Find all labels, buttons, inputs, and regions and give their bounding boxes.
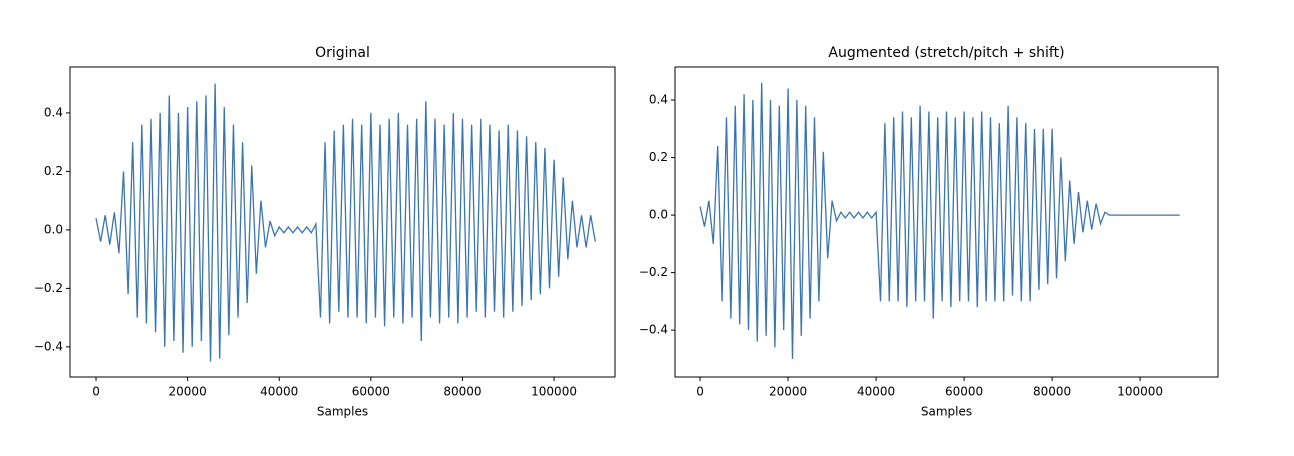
y-tick-label: 0.2	[649, 150, 668, 164]
y-tick-label: −0.2	[639, 265, 668, 279]
y-tick-label: −0.2	[34, 281, 63, 295]
x-axis-label: Samples	[317, 405, 368, 419]
y-tick-label: 0.4	[649, 93, 668, 107]
axes-frame	[69, 66, 616, 378]
x-tick-label: 20000	[169, 385, 207, 399]
x-tick-label: 20000	[769, 385, 807, 399]
y-tick-label: 0.2	[44, 164, 63, 178]
x-tick-label: 0	[92, 385, 100, 399]
x-tick-label: 80000	[443, 385, 481, 399]
y-tick-label: 0.0	[649, 208, 668, 222]
y-tick-label: −0.4	[34, 339, 63, 353]
waveform	[699, 82, 1180, 359]
chart-title: Original	[315, 45, 370, 61]
x-tick-label: 100000	[1117, 385, 1163, 399]
axes-frame	[674, 66, 1219, 378]
x-axis-label: Samples	[921, 405, 972, 419]
chart-title: Augmented (stretch/pitch + shift)	[828, 45, 1064, 61]
y-tick-label: 0.4	[44, 105, 63, 119]
x-tick-label: 40000	[260, 385, 298, 399]
y-tick-label: −0.4	[639, 323, 668, 337]
waveform	[95, 83, 596, 362]
x-tick-label: 100000	[531, 385, 577, 399]
y-tick-label: 0.0	[44, 222, 63, 236]
x-tick-label: 40000	[857, 385, 895, 399]
x-tick-label: 60000	[352, 385, 390, 399]
x-tick-label: 80000	[1033, 385, 1071, 399]
x-tick-label: 60000	[945, 385, 983, 399]
x-tick-label: 0	[696, 385, 704, 399]
